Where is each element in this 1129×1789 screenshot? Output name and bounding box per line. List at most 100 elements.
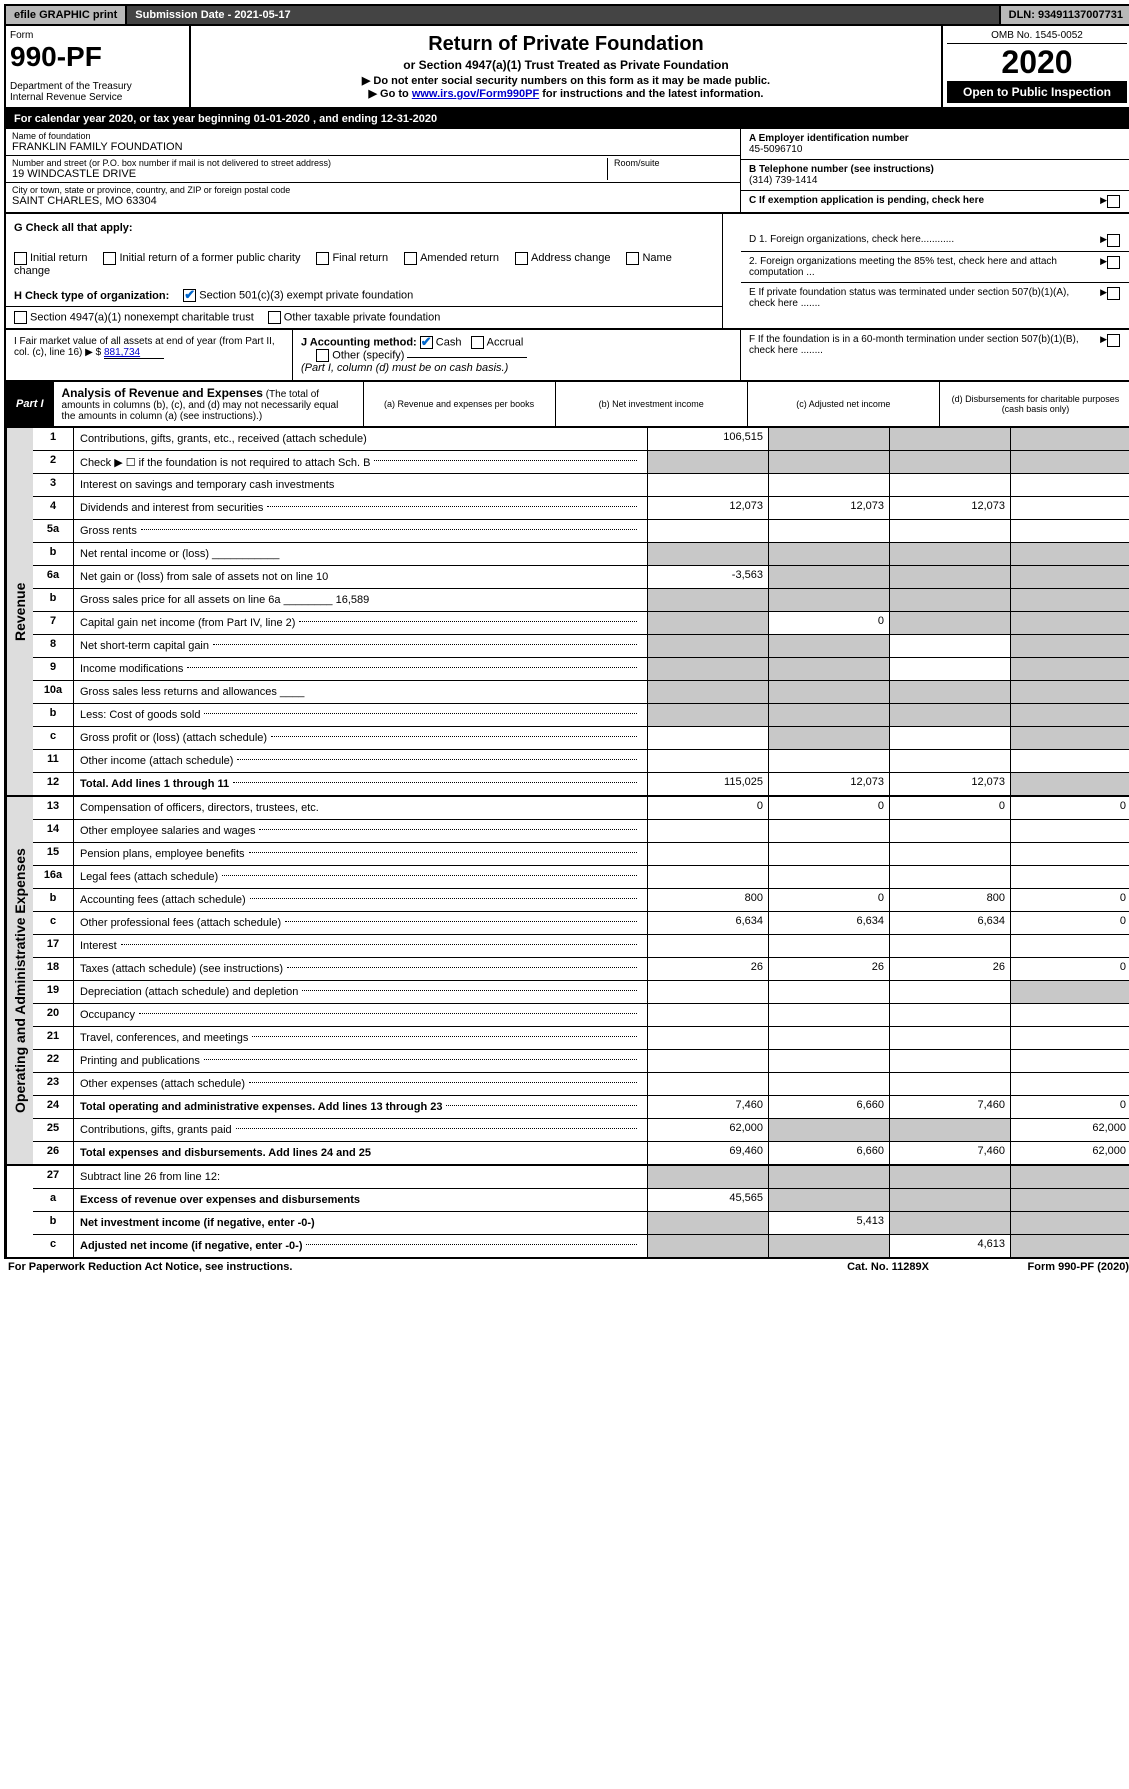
address-cell: Number and street (or P.O. box number if… (6, 156, 740, 183)
line-13: 13Compensation of officers, directors, t… (33, 797, 1129, 820)
j-accrual-checkbox[interactable] (471, 336, 484, 349)
line-23: 23Other expenses (attach schedule) (33, 1073, 1129, 1096)
h-4947-checkbox[interactable] (14, 311, 27, 324)
omb-number: OMB No. 1545-0052 (947, 30, 1127, 44)
g-checkbox-5[interactable] (626, 252, 639, 265)
tax-year: 2020 (947, 44, 1127, 81)
g-checkbox-0[interactable] (14, 252, 27, 265)
j-cash-checkbox[interactable] (420, 336, 433, 349)
h-row: H Check type of organization: Section 50… (6, 285, 722, 307)
entity-info: Name of foundation FRANKLIN FAMILY FOUND… (4, 129, 1129, 214)
line-12: 12Total. Add lines 1 through 11115,02512… (33, 773, 1129, 795)
h-row2: Section 4947(a)(1) nonexempt charitable … (6, 307, 722, 328)
line-c: cAdjusted net income (if negative, enter… (33, 1235, 1129, 1257)
col-c-hdr: (c) Adjusted net income (747, 382, 939, 426)
line-24: 24Total operating and administrative exp… (33, 1096, 1129, 1119)
g-row: G Check all that apply: Initial returnIn… (6, 214, 722, 285)
line-c: cOther professional fees (attach schedul… (33, 912, 1129, 935)
arrow-icon (1096, 195, 1107, 208)
g-checkbox-3[interactable] (404, 252, 417, 265)
city-cell: City or town, state or province, country… (6, 183, 740, 209)
form-label: Form (10, 30, 185, 41)
line-a: aExcess of revenue over expenses and dis… (33, 1189, 1129, 1212)
revenue-section: Revenue 1Contributions, gifts, grants, e… (4, 428, 1129, 797)
d2-block: 2. Foreign organizations meeting the 85%… (741, 252, 1129, 283)
e-checkbox[interactable] (1107, 287, 1120, 300)
top-bar: efile GRAPHIC print Submission Date - 20… (4, 4, 1129, 26)
line-14: 14Other employee salaries and wages (33, 820, 1129, 843)
line-b: bGross sales price for all assets on lin… (33, 589, 1129, 612)
dln: DLN: 93491137007731 (1001, 6, 1129, 24)
f-block: F If the foundation is in a 60-month ter… (740, 330, 1129, 380)
g-checkbox-1[interactable] (103, 252, 116, 265)
calendar-year-row: For calendar year 2020, or tax year begi… (4, 109, 1129, 129)
part1-header: Part I Analysis of Revenue and Expenses … (4, 382, 1129, 428)
c-block: C If exemption application is pending, c… (741, 191, 1129, 212)
line-6a: 6aNet gain or (loss) from sale of assets… (33, 566, 1129, 589)
col-b-hdr: (b) Net investment income (555, 382, 747, 426)
revenue-tab: Revenue (6, 428, 33, 795)
line-19: 19Depreciation (attach schedule) and dep… (33, 981, 1129, 1004)
h-501c3-checkbox[interactable] (183, 289, 196, 302)
line-11: 11Other income (attach schedule) (33, 750, 1129, 773)
line-4: 4Dividends and interest from securities1… (33, 497, 1129, 520)
line-21: 21Travel, conferences, and meetings (33, 1027, 1129, 1050)
line-10a: 10aGross sales less returns and allowanc… (33, 681, 1129, 704)
line-9: 9Income modifications (33, 658, 1129, 681)
line-2: 2Check ▶ ☐ if the foundation is not requ… (33, 451, 1129, 474)
submission-date: Submission Date - 2021-05-17 (127, 6, 1000, 24)
dept-label: Department of the Treasury Internal Reve… (10, 81, 185, 103)
line-b: bNet investment income (if negative, ent… (33, 1212, 1129, 1235)
opex-section: Operating and Administrative Expenses 13… (4, 797, 1129, 1166)
line-22: 22Printing and publications (33, 1050, 1129, 1073)
f-checkbox[interactable] (1107, 334, 1120, 347)
line-c: cGross profit or (loss) (attach schedule… (33, 727, 1129, 750)
col-d-hdr: (d) Disbursements for charitable purpose… (939, 382, 1129, 426)
form-note2: ▶ Go to www.irs.gov/Form990PF for instru… (197, 87, 935, 100)
title-block: Return of Private Foundation or Section … (191, 26, 941, 107)
d2-checkbox[interactable] (1107, 256, 1120, 269)
footer-mid: Cat. No. 11289X (847, 1261, 929, 1273)
line-18: 18Taxes (attach schedule) (see instructi… (33, 958, 1129, 981)
ein-block: A Employer identification number 45-5096… (741, 129, 1129, 160)
j-other-checkbox[interactable] (316, 349, 329, 362)
e-block: E If private foundation status was termi… (741, 283, 1129, 313)
footer-right: Form 990-PF (2020) (929, 1261, 1129, 1273)
g-checkbox-4[interactable] (515, 252, 528, 265)
form-id-block: Form 990-PF Department of the Treasury I… (6, 26, 191, 107)
line-7: 7Capital gain net income (from Part IV, … (33, 612, 1129, 635)
line-b: bAccounting fees (attach schedule)800080… (33, 889, 1129, 912)
line-5a: 5aGross rents (33, 520, 1129, 543)
irs-link[interactable]: www.irs.gov/Form990PF (412, 88, 539, 100)
j-block: J Accounting method: Cash Accrual Other … (293, 330, 740, 380)
line-16a: 16aLegal fees (attach schedule) (33, 866, 1129, 889)
phone-block: B Telephone number (see instructions) (3… (741, 160, 1129, 191)
summary-section: 27Subtract line 26 from line 12:aExcess … (4, 1166, 1129, 1259)
h-other-checkbox[interactable] (268, 311, 281, 324)
line-25: 25Contributions, gifts, grants paid62,00… (33, 1119, 1129, 1142)
line-27: 27Subtract line 26 from line 12: (33, 1166, 1129, 1189)
i-block: I Fair market value of all assets at end… (6, 330, 293, 380)
open-public: Open to Public Inspection (947, 81, 1127, 103)
page-footer: For Paperwork Reduction Act Notice, see … (4, 1259, 1129, 1275)
c-checkbox[interactable] (1107, 195, 1120, 208)
form-note1: ▶ Do not enter social security numbers o… (197, 74, 935, 87)
line-3: 3Interest on savings and temporary cash … (33, 474, 1129, 497)
d1-checkbox[interactable] (1107, 234, 1120, 247)
part1-label: Part I (6, 382, 54, 426)
form-title: Return of Private Foundation (197, 33, 935, 56)
line-b: bNet rental income or (loss) ___________ (33, 543, 1129, 566)
col-a-hdr: (a) Revenue and expenses per books (363, 382, 555, 426)
form-header: Form 990-PF Department of the Treasury I… (4, 26, 1129, 109)
d1-block: D 1. Foreign organizations, check here..… (741, 230, 1129, 252)
foundation-name-cell: Name of foundation FRANKLIN FAMILY FOUND… (6, 129, 740, 156)
fmv-link[interactable]: 881,734 (104, 347, 164, 359)
line-8: 8Net short-term capital gain (33, 635, 1129, 658)
form-number: 990-PF (10, 41, 185, 73)
form-subtitle: or Section 4947(a)(1) Trust Treated as P… (197, 58, 935, 72)
opex-tab: Operating and Administrative Expenses (6, 797, 33, 1164)
ij-row: I Fair market value of all assets at end… (4, 330, 1129, 382)
g-checkbox-2[interactable] (316, 252, 329, 265)
line-17: 17Interest (33, 935, 1129, 958)
line-15: 15Pension plans, employee benefits (33, 843, 1129, 866)
